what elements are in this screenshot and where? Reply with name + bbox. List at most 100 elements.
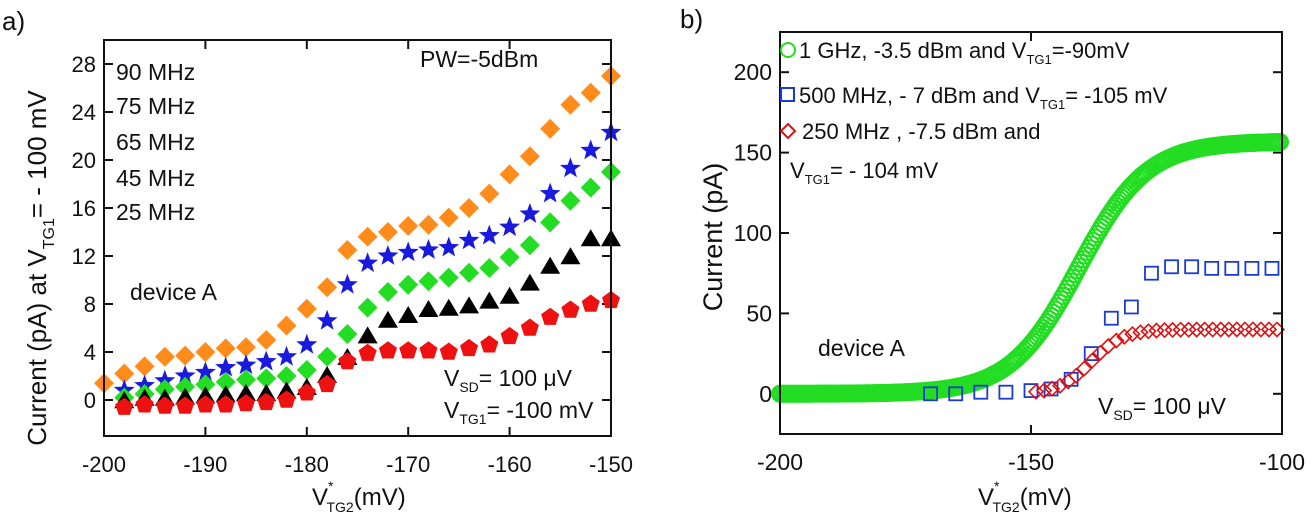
data-point [277, 390, 296, 408]
data-point [541, 307, 560, 325]
data-point [1051, 377, 1069, 394]
data-point [338, 352, 357, 370]
data-point [479, 291, 500, 309]
data-point [235, 354, 257, 375]
data-point [196, 395, 215, 413]
series-1 [923, 259, 1280, 402]
data-point [1180, 321, 1197, 338]
data-point [135, 395, 154, 413]
data-point [540, 256, 561, 274]
y-tick-label: 0 [759, 381, 772, 407]
legend-1ghz-value: =-90mV [1052, 38, 1130, 63]
data-point [399, 341, 418, 359]
data-point [1144, 265, 1159, 281]
data-point [439, 342, 458, 360]
y-tick-label: 16 [72, 196, 96, 221]
panel-b-vsd-annotation: VSD= 100 μV [1098, 393, 1227, 423]
data-point [1068, 367, 1085, 384]
panel-b-legend: 1 GHz, -3.5 dBm and VTG1=-90mV 500 MHz, … [779, 38, 1168, 187]
data-point [418, 239, 439, 259]
panel-b-x-tick-labels: -200 -150 -100 [757, 449, 1305, 475]
data-point [1220, 321, 1237, 338]
data-point [397, 241, 419, 262]
legend-250mhz-marker [779, 122, 797, 140]
vsd-value: = 100 μV [479, 365, 573, 391]
data-point [1108, 332, 1125, 349]
data-point [458, 229, 480, 250]
data-point [1236, 321, 1253, 338]
panel-a-device-annotation: device A [130, 279, 218, 305]
data-point [459, 262, 480, 283]
data-point [358, 343, 377, 361]
panel-a-ylabel: Current (pA) at VTG1= - 100 mV [22, 90, 58, 446]
data-point [336, 273, 358, 294]
data-point [438, 207, 459, 228]
data-point [317, 346, 338, 367]
data-point [255, 350, 277, 371]
legend-250mhz-sub: TG1 [805, 172, 830, 187]
data-point [519, 203, 541, 223]
b-vsd-v: V [1098, 393, 1114, 419]
y-tick-label: 150 [734, 140, 772, 166]
x-tick-label: -100 [1259, 449, 1305, 475]
data-point [581, 294, 600, 312]
panel-a-ylabel-main: Current (pA) at V [22, 249, 52, 446]
xlabel-a-star: * [328, 478, 334, 494]
panel-a-ylabel-tail: = - 100 mV [22, 90, 52, 219]
panel-a: a) Current (pA) at VTG1= - 100 mV 048121… [2, 6, 633, 515]
data-point [560, 247, 581, 265]
series-0 [771, 133, 1289, 403]
panel-a-label: a) [2, 6, 25, 36]
data-point [1156, 322, 1173, 339]
data-point [540, 118, 561, 139]
panel-a-vsd-annotation: VSD= 100 μV [444, 365, 573, 395]
data-point [316, 309, 338, 330]
y-tick-label: 28 [72, 52, 96, 77]
legend-1ghz-text: 1 GHz, -3.5 dBm and V [799, 38, 1027, 63]
data-point [276, 315, 297, 336]
legend-65mhz: 65 MHz [116, 129, 195, 155]
data-point [480, 335, 499, 353]
data-point [216, 395, 235, 413]
panel-a-pw-annotation: PW=-5dBm [420, 46, 538, 72]
y-tick-label: 0 [84, 388, 96, 413]
data-point [459, 198, 480, 218]
panel-b-label: b) [680, 4, 703, 34]
data-point [256, 368, 277, 389]
b-vsd-sub: SD [1113, 407, 1132, 423]
panel-a-ylabel-sub: TG1 [41, 218, 58, 249]
data-point [438, 236, 460, 257]
data-point [276, 345, 297, 366]
data-point [296, 360, 317, 380]
panel-b: b) Current (pA) 0 50 100 150 200 -200 -150 -10… [680, 4, 1305, 515]
data-point [1172, 321, 1189, 338]
x-tick-label: -150 [1008, 449, 1054, 475]
legend-1ghz-marker [780, 42, 796, 58]
vtg1-sub: TG1 [459, 411, 486, 427]
panel-b-device-annotation: device A [818, 335, 906, 361]
data-point [155, 396, 174, 414]
data-point [1212, 321, 1229, 338]
y-tick-label: 24 [72, 100, 96, 125]
x-tick-label: -150 [589, 452, 633, 477]
data-point [1164, 321, 1181, 339]
panel-a-vtg1-annotation: VTG1= -100 mV [444, 397, 594, 427]
data-point [1124, 299, 1139, 315]
data-point [257, 392, 276, 411]
xlabel-a-v: V [312, 484, 328, 511]
data-point [215, 372, 236, 392]
data-point [499, 164, 520, 185]
vsd-v: V [444, 365, 460, 391]
xlabel-b-star: * [994, 478, 1000, 494]
data-point [1083, 346, 1099, 362]
legend-250mhz-value: = - 104 mV [830, 158, 939, 183]
data-point [438, 267, 459, 288]
data-point [256, 330, 277, 350]
legend-250mhz-label: 250 MHz , -7.5 dBm and [802, 119, 1040, 144]
legend-1ghz-label: 1 GHz, -3.5 dBm and VTG1=-90mV [799, 38, 1130, 67]
data-point [215, 385, 236, 403]
data-point [973, 384, 989, 400]
data-point [1076, 360, 1093, 377]
data-point [194, 361, 216, 382]
data-point [174, 365, 196, 385]
